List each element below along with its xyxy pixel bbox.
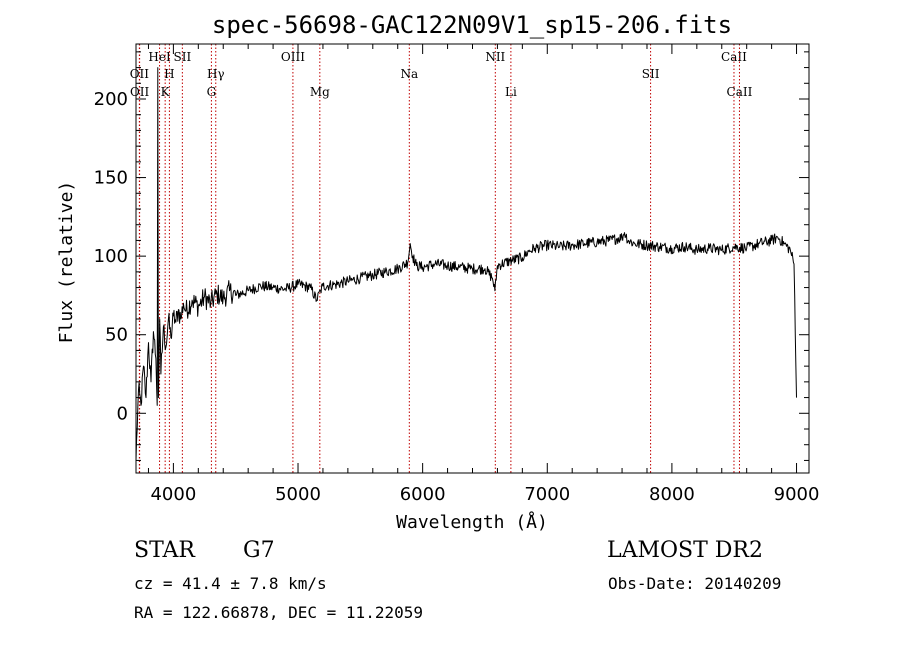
line-label-6: Hγ: [207, 67, 225, 81]
observation-date: Obs-Date: 20140209: [608, 574, 782, 593]
y-tick-label-200: 200: [94, 89, 128, 110]
y-tick-label-50: 50: [105, 325, 128, 346]
x-tick-label-6000: 6000: [400, 484, 446, 505]
x-axis-label: Wavelength (Å): [396, 511, 548, 533]
x-tick-label-9000: 9000: [774, 484, 820, 505]
x-tick-label-5000: 5000: [275, 484, 321, 505]
object-type: STAR: [134, 538, 195, 563]
line-label-13: SII: [642, 67, 660, 81]
spectrum-line-0: [135, 67, 797, 461]
line-label-7: G: [207, 85, 217, 99]
y-tick-label-0: 0: [117, 403, 128, 424]
y-tick-label-100: 100: [94, 246, 128, 267]
redshift-cz: cz = 41.4 ± 7.8 km/s: [134, 574, 327, 593]
line-label-10: Na: [400, 67, 418, 81]
line-label-1: OII: [130, 85, 150, 99]
spectrum-series: [135, 67, 797, 461]
line-label-2: HeI: [148, 50, 171, 64]
y-axis-label: Flux (relative): [56, 181, 77, 344]
spectral-line-markers: OII OII HeI HK SII Hγ G OIII Mg Na NII Li SII CaII CaI…: [130, 44, 753, 473]
x-tick-label-8000: 8000: [649, 484, 695, 505]
plot-frame: [135, 43, 810, 474]
line-label-12: Li: [505, 85, 517, 99]
line-label-11: NII: [485, 50, 505, 64]
line-label-9: Mg: [310, 85, 330, 99]
coordinates: RA = 122.66878, DEC = 11.22059: [134, 603, 423, 622]
chart-title: spec-56698-GAC122N09V1_sp15-206.fits: [212, 11, 732, 39]
line-label-4: K: [161, 85, 171, 99]
y-tick-label-150: 150: [94, 168, 128, 189]
object-subclass: G7: [243, 538, 275, 563]
axes: 4000 5000 6000 7000 8000 9000 0 50 100 150 200: [94, 44, 820, 505]
survey-name: LAMOST DR2: [607, 538, 763, 563]
line-label-5: SII: [174, 50, 192, 64]
line-label-3: H: [164, 67, 174, 81]
line-label-0: OII: [130, 67, 150, 81]
x-tick-label-4000: 4000: [150, 484, 196, 505]
line-label-8: OIII: [281, 50, 305, 64]
line-label-14: CaII: [721, 50, 747, 64]
line-label-15: CaII: [727, 85, 753, 99]
x-tick-label-7000: 7000: [524, 484, 570, 505]
